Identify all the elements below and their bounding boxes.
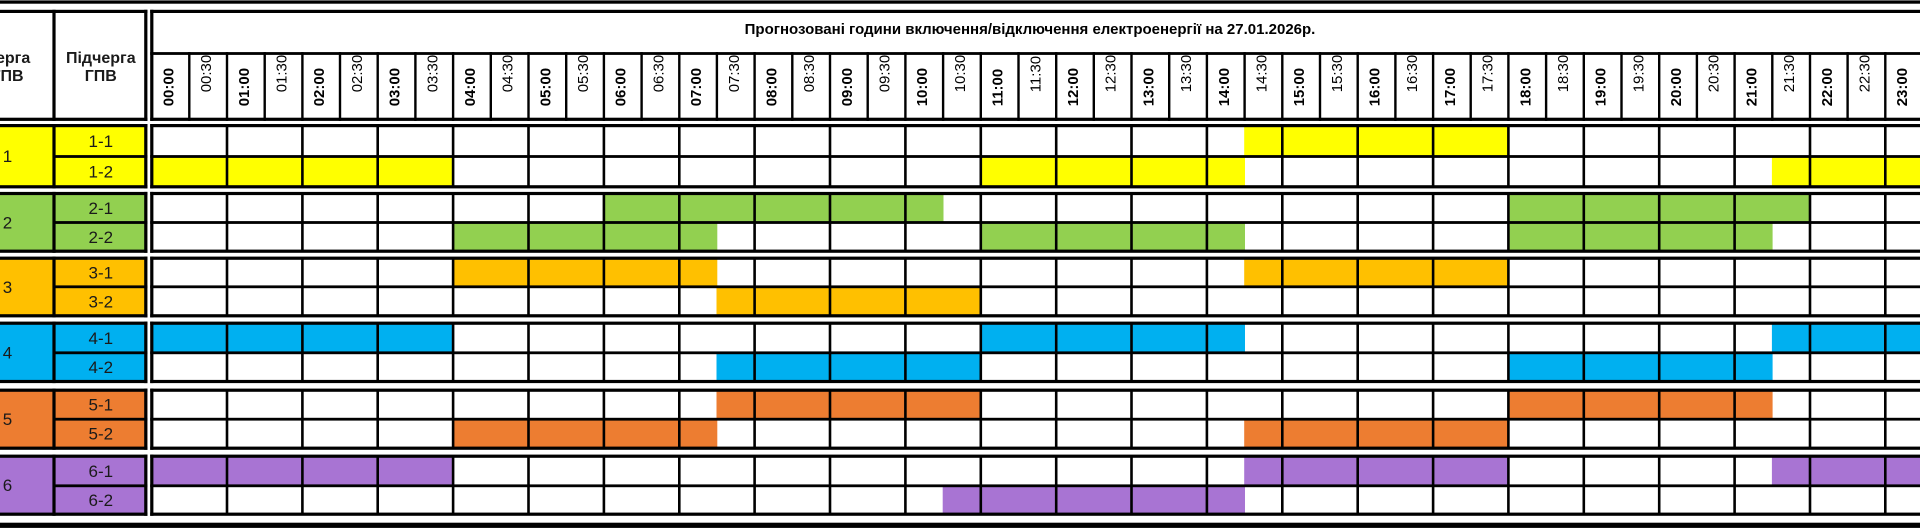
- svg-text:21:30: 21:30: [1781, 55, 1798, 93]
- svg-text:2-1: 2-1: [89, 199, 114, 218]
- svg-text:15:00: 15:00: [1291, 68, 1308, 106]
- svg-text:04:30: 04:30: [500, 55, 517, 93]
- svg-text:08:30: 08:30: [801, 55, 818, 93]
- svg-text:5-2: 5-2: [89, 425, 114, 444]
- svg-text:21:00: 21:00: [1743, 68, 1760, 106]
- svg-text:07:30: 07:30: [726, 55, 743, 93]
- svg-text:Підчерга: Підчерга: [66, 50, 136, 67]
- svg-text:11:00: 11:00: [990, 69, 1007, 107]
- svg-text:6-2: 6-2: [89, 491, 114, 510]
- svg-text:10:00: 10:00: [914, 68, 931, 106]
- svg-text:18:30: 18:30: [1555, 55, 1572, 93]
- svg-text:20:00: 20:00: [1668, 68, 1685, 106]
- svg-text:13:00: 13:00: [1140, 68, 1157, 106]
- svg-text:3: 3: [3, 278, 12, 297]
- svg-text:19:30: 19:30: [1630, 55, 1647, 93]
- svg-text:3-1: 3-1: [89, 264, 114, 283]
- svg-text:23:00: 23:00: [1894, 68, 1911, 106]
- svg-text:4-1: 4-1: [89, 329, 114, 348]
- svg-text:4: 4: [3, 343, 12, 362]
- svg-text:18:00: 18:00: [1517, 68, 1534, 106]
- svg-text:1-2: 1-2: [89, 163, 114, 182]
- svg-text:5-1: 5-1: [89, 396, 114, 415]
- svg-text:12:30: 12:30: [1103, 55, 1120, 93]
- svg-text:Черга: Черга: [0, 50, 30, 67]
- svg-text:3-2: 3-2: [89, 292, 114, 311]
- svg-text:00:30: 00:30: [198, 55, 215, 93]
- svg-text:ГПВ: ГПВ: [0, 68, 24, 85]
- svg-text:Прогнозовані години включення/: Прогнозовані години включення/відключенн…: [745, 21, 1316, 38]
- svg-text:4-2: 4-2: [89, 358, 114, 377]
- svg-text:5: 5: [3, 410, 12, 429]
- svg-text:04:00: 04:00: [462, 68, 479, 106]
- svg-text:6: 6: [3, 476, 12, 495]
- svg-text:12:00: 12:00: [1065, 68, 1082, 106]
- svg-text:15:30: 15:30: [1329, 55, 1346, 93]
- svg-text:00:00: 00:00: [160, 68, 177, 106]
- svg-text:06:00: 06:00: [613, 68, 630, 106]
- svg-text:ГПВ: ГПВ: [85, 68, 117, 85]
- svg-text:2: 2: [3, 213, 12, 232]
- svg-text:17:30: 17:30: [1480, 55, 1497, 93]
- svg-text:01:00: 01:00: [236, 68, 253, 106]
- svg-text:02:30: 02:30: [349, 55, 366, 93]
- svg-text:22:30: 22:30: [1857, 55, 1874, 93]
- svg-text:09:30: 09:30: [877, 55, 894, 93]
- svg-text:13:30: 13:30: [1178, 55, 1195, 93]
- svg-text:17:00: 17:00: [1442, 68, 1459, 106]
- svg-text:11:30: 11:30: [1027, 56, 1044, 92]
- svg-text:02:00: 02:00: [311, 68, 328, 106]
- svg-text:1: 1: [3, 147, 12, 166]
- svg-text:03:00: 03:00: [387, 68, 404, 106]
- svg-text:20:30: 20:30: [1706, 55, 1723, 93]
- svg-text:22:00: 22:00: [1819, 68, 1836, 106]
- svg-text:1-1: 1-1: [89, 132, 114, 151]
- svg-text:07:00: 07:00: [688, 68, 705, 106]
- svg-text:14:30: 14:30: [1254, 55, 1271, 93]
- svg-text:08:00: 08:00: [764, 68, 781, 106]
- svg-text:16:00: 16:00: [1367, 68, 1384, 106]
- svg-text:05:00: 05:00: [537, 68, 554, 106]
- svg-text:09:00: 09:00: [839, 68, 856, 106]
- svg-text:01:30: 01:30: [274, 55, 291, 93]
- svg-text:16:30: 16:30: [1404, 55, 1421, 93]
- svg-text:05:30: 05:30: [575, 55, 592, 93]
- svg-text:6-1: 6-1: [89, 462, 114, 481]
- svg-text:2-2: 2-2: [89, 228, 114, 247]
- svg-text:14:00: 14:00: [1216, 68, 1233, 106]
- svg-text:19:00: 19:00: [1593, 68, 1610, 106]
- svg-text:10:30: 10:30: [952, 55, 969, 93]
- svg-text:06:30: 06:30: [650, 55, 667, 93]
- svg-text:03:30: 03:30: [424, 55, 441, 93]
